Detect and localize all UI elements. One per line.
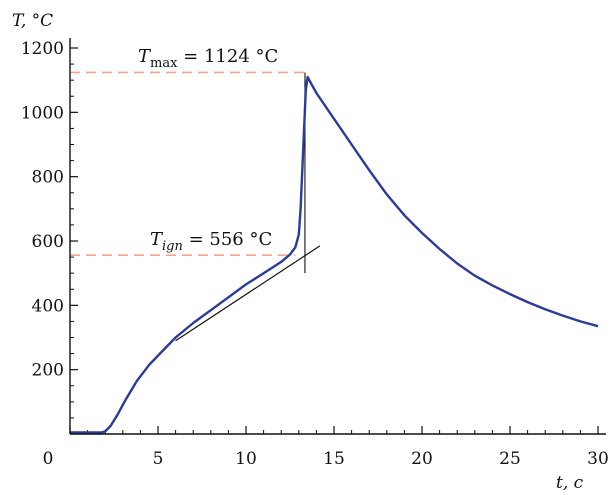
tangent-line	[175, 245, 321, 342]
tmax-label-sub: max	[150, 56, 178, 71]
x-axis-title: t, c	[556, 473, 584, 493]
series-layer	[70, 72, 599, 434]
major-ticks	[69, 47, 599, 434]
x-tick-label: 0	[43, 449, 54, 469]
tign-label-value: = 556 °C	[183, 229, 272, 250]
tign-label: Tign = 556 °C	[150, 229, 272, 254]
x-tick-label: 20	[411, 449, 433, 469]
x-tick-label: 10	[235, 449, 257, 469]
x-tick-label: 25	[499, 449, 521, 469]
y-tick-label: 600	[32, 232, 64, 252]
x-tick-label: 30	[587, 449, 609, 469]
x-tick-label: 15	[323, 449, 345, 469]
tign-label-sub: ign	[162, 239, 183, 254]
tick-labels: 0 5 10 15 20 25 30 200 400 600 800 1000 1200	[21, 39, 609, 469]
tmax-label-main: T	[138, 46, 152, 67]
y-tick-label: 400	[32, 296, 64, 316]
y-tick-label: 1000	[21, 103, 64, 123]
tmax-label-value: = 1124 °C	[177, 46, 278, 67]
tmax-label: Tmax = 1124 °C	[138, 46, 278, 71]
x-tick-label: 5	[153, 449, 164, 469]
reference-lines	[70, 71, 308, 256]
y-tick-label: 1200	[21, 39, 64, 59]
minor-ticks	[70, 63, 581, 434]
y-tick-label: 200	[32, 361, 64, 381]
temperature-curve	[70, 75, 599, 434]
y-axis-title: T, °C	[12, 11, 53, 31]
tign-label-main: T	[150, 229, 164, 250]
y-tick-label: 800	[32, 168, 64, 188]
